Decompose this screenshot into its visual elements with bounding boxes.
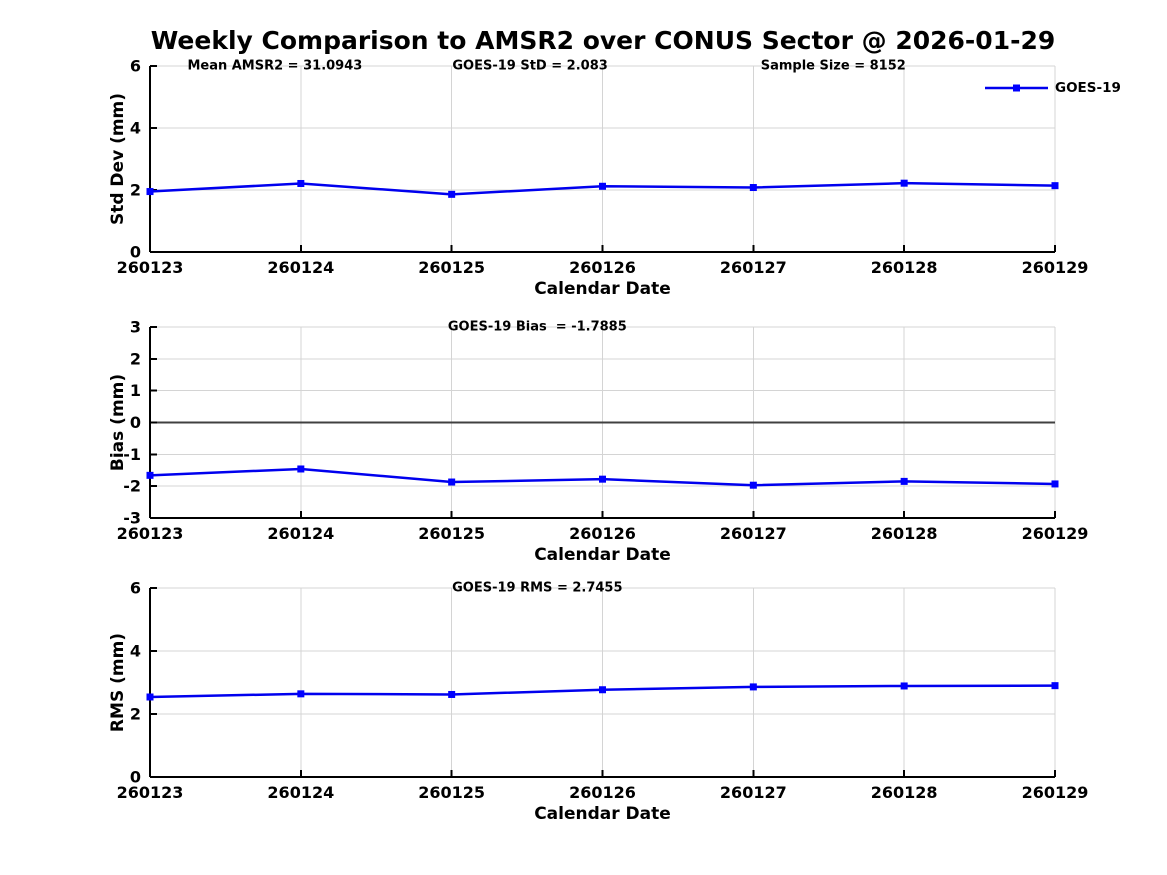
data-point <box>599 475 606 483</box>
data-point <box>297 690 305 698</box>
rms-plot: 260123 260124 260125 260126 260127 260128 2601… <box>108 579 1088 825</box>
y-tick-label: 4 <box>130 119 141 138</box>
y-tick-label: -1 <box>123 445 141 464</box>
legend-label: GOES-19 <box>1055 80 1121 96</box>
data-point <box>1051 182 1059 190</box>
x-tick-label: 260124 <box>267 783 334 802</box>
data-point <box>1051 682 1059 690</box>
y-tick-label: 0 <box>130 413 141 432</box>
data-point <box>900 477 908 485</box>
data-point <box>749 184 757 192</box>
data-point <box>1051 480 1059 488</box>
x-axis-title: Calendar Date <box>534 804 671 824</box>
x-tick-label: 260128 <box>871 524 938 543</box>
y-tick-label: 3 <box>130 318 141 337</box>
annotation: Sample Size = 8152 <box>761 59 906 74</box>
y-tick-label: 0 <box>130 243 141 262</box>
annotation: Mean AMSR2 = 31.0943 <box>187 59 362 74</box>
annotation: GOES-19 RMS = 2.7455 <box>452 581 622 596</box>
x-axis-title: Calendar Date <box>534 279 671 299</box>
x-tick-label: 260128 <box>871 258 938 277</box>
data-point <box>146 693 154 701</box>
y-tick-label: 2 <box>130 181 141 200</box>
x-tick-label: 260129 <box>1022 783 1089 802</box>
data-point <box>749 683 757 691</box>
x-tick-label: 260125 <box>418 783 485 802</box>
bias-chart: 260123 260124 260125 260126 260127 260128 2601… <box>108 318 1088 566</box>
data-point <box>146 471 154 479</box>
x-tick-label: 260127 <box>720 258 787 277</box>
x-tick-label: 260129 <box>1022 524 1089 543</box>
bias-plot: 260123 260124 260125 260126 260127 260128 2601… <box>108 318 1088 566</box>
data-point <box>749 481 757 489</box>
y-tick-label: 2 <box>130 349 141 368</box>
data-point <box>448 690 456 698</box>
x-tick-label: 260124 <box>267 524 334 543</box>
x-tick-label: 260125 <box>418 258 485 277</box>
y-tick-label: -3 <box>123 509 141 528</box>
legend-marker <box>1013 84 1020 92</box>
data-point <box>297 465 305 473</box>
x-tick-label: 260125 <box>418 524 485 543</box>
data-point <box>448 478 456 486</box>
data-point <box>297 179 305 187</box>
x-tick-label: 260126 <box>569 524 636 543</box>
y-axis-title: Bias (mm) <box>108 374 128 471</box>
x-tick-label: 260127 <box>720 524 787 543</box>
data-point <box>900 179 908 187</box>
y-tick-label: 6 <box>130 57 141 76</box>
x-tick-label: 260126 <box>569 783 636 802</box>
x-tick-label: 260126 <box>569 258 636 277</box>
y-tick-label: 1 <box>130 381 141 400</box>
y-axis-title: Std Dev (mm) <box>108 93 128 225</box>
x-tick-label: 260127 <box>720 783 787 802</box>
data-point <box>448 190 456 198</box>
y-tick-label: 4 <box>130 642 141 661</box>
rms-chart: 260123 260124 260125 260126 260127 260128 2601… <box>108 579 1088 825</box>
y-tick-label: 0 <box>130 768 141 787</box>
data-point <box>146 188 154 196</box>
data-point <box>900 682 908 690</box>
x-axis-title: Calendar Date <box>534 545 671 565</box>
y-tick-label: 6 <box>130 579 141 598</box>
y-tick-label: 2 <box>130 705 141 724</box>
x-tick-label: 260123 <box>117 524 184 543</box>
y-axis-title: RMS (mm) <box>108 633 128 732</box>
annotation: GOES-19 Bias = -1.7885 <box>448 320 627 335</box>
data-point <box>599 686 606 694</box>
chart-title: Weekly Comparison to AMSR2 over CONUS Se… <box>150 26 1056 55</box>
x-tick-label: 260129 <box>1022 258 1089 277</box>
x-tick-label: 260123 <box>117 783 184 802</box>
data-point <box>599 182 606 190</box>
annotation: GOES-19 StD = 2.083 <box>452 59 607 74</box>
std-dev-chart: 260123 260124 260125 260126 260127 260128 2601… <box>108 57 1121 300</box>
x-tick-label: 260124 <box>267 258 334 277</box>
y-tick-label: -2 <box>123 477 141 496</box>
x-tick-label: 260128 <box>871 783 938 802</box>
std-dev-plot: 260123 260124 260125 260126 260127 260128 2601… <box>108 57 1121 300</box>
x-tick-label: 260123 <box>117 258 184 277</box>
